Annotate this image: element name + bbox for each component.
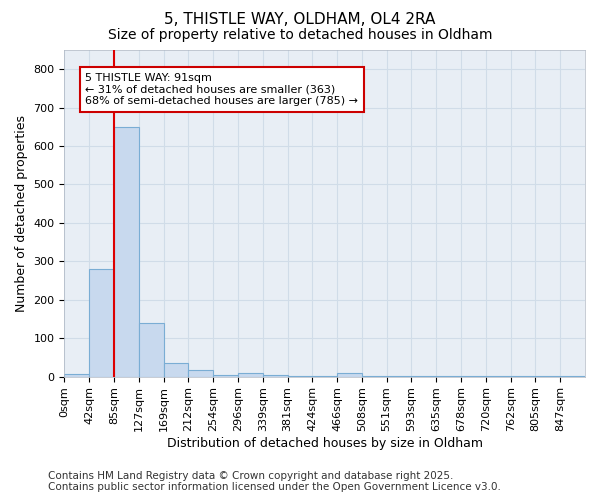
Text: 5 THISTLE WAY: 91sqm
← 31% of detached houses are smaller (363)
68% of semi-deta: 5 THISTLE WAY: 91sqm ← 31% of detached h…: [85, 73, 358, 106]
X-axis label: Distribution of detached houses by size in Oldham: Distribution of detached houses by size …: [167, 437, 483, 450]
Y-axis label: Number of detached properties: Number of detached properties: [15, 115, 28, 312]
Text: Size of property relative to detached houses in Oldham: Size of property relative to detached ho…: [108, 28, 492, 42]
Text: 5, THISTLE WAY, OLDHAM, OL4 2RA: 5, THISTLE WAY, OLDHAM, OL4 2RA: [164, 12, 436, 28]
Bar: [64, 374, 89, 376]
Text: Contains HM Land Registry data © Crown copyright and database right 2025.
Contai: Contains HM Land Registry data © Crown c…: [48, 471, 501, 492]
Bar: [89, 269, 114, 376]
Bar: [213, 374, 238, 376]
Bar: [114, 127, 139, 376]
Bar: [188, 370, 213, 376]
Bar: [238, 373, 263, 376]
Bar: [337, 373, 362, 376]
Bar: [164, 363, 188, 376]
Bar: [139, 323, 164, 376]
